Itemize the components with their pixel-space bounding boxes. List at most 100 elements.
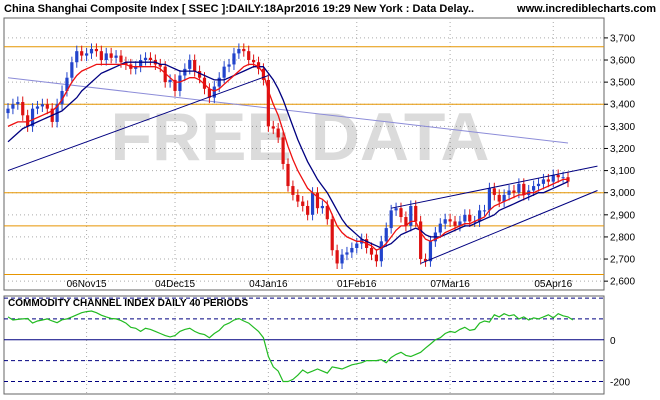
- candle-body-26: [134, 66, 138, 69]
- candle-body-97: [482, 210, 487, 212]
- cci-title: COMMODITY CHANNEL INDEX DAILY 40 PERIODS: [8, 298, 249, 309]
- candle-body-107: [532, 186, 536, 191]
- price-xtick-label-2: 04Jan16: [249, 279, 288, 290]
- candle-body-100: [497, 194, 501, 202]
- candle-body-98: [487, 188, 492, 211]
- candle-body-101: [502, 194, 506, 202]
- price-ytick-label-8: 2,900: [610, 210, 635, 221]
- candle-body-99: [492, 188, 496, 195]
- candle-body-84: [419, 221, 423, 260]
- price-ytick-label-7: 3,000: [610, 188, 635, 199]
- candle-body-7: [40, 104, 44, 107]
- candle-body-59: [296, 194, 300, 202]
- candle-body-78: [389, 210, 393, 229]
- price-xtick-label-5: 05Apr16: [534, 279, 572, 290]
- candle-body-43: [217, 77, 221, 87]
- trendline-0: [7, 75, 269, 172]
- candle-body-16: [84, 53, 89, 56]
- price-ytick-label-6: 3,100: [610, 166, 635, 177]
- candle-body-22: [114, 55, 118, 58]
- candle-body-83: [414, 205, 418, 222]
- candle-body-90: [448, 219, 452, 222]
- price-xtick-label-0: 06Nov15: [67, 279, 107, 290]
- cci-ytick-label-1: -200: [610, 377, 630, 388]
- ma-short-line: [7, 63, 568, 251]
- candle-body-24: [124, 62, 128, 65]
- candle-body-11: [60, 90, 64, 105]
- candle-body-80: [399, 208, 403, 218]
- candle-body-71: [355, 243, 359, 248]
- candle-body-6: [35, 106, 40, 109]
- candle-body-18: [94, 48, 99, 52]
- trendline-2: [391, 165, 598, 209]
- cci-plot-frame: [3, 295, 605, 395]
- candle-body-47: [237, 48, 241, 54]
- candle-body-86: [428, 241, 433, 262]
- candle-body-62: [310, 192, 315, 215]
- candle-body-29: [148, 57, 153, 61]
- cci-panel: COMMODITY CHANNEL INDEX DAILY 40 PERIODS…: [3, 295, 630, 395]
- candle-body-91: [453, 221, 457, 226]
- candle-body-36: [183, 68, 187, 76]
- price-xtick-label-4: 07Mar16: [430, 279, 470, 290]
- candle-body-81: [404, 217, 408, 226]
- candle-body-76: [379, 241, 383, 262]
- cci-ytick-label-0: 0: [610, 336, 616, 347]
- candle-body-85: [423, 259, 428, 262]
- candle-body-109: [541, 179, 546, 184]
- price-ytick-label-3: 3,400: [610, 100, 635, 111]
- candle-body-65: [325, 205, 329, 220]
- candle-body-93: [463, 214, 467, 222]
- candle-body-12: [65, 77, 69, 91]
- candle-body-32: [163, 66, 167, 83]
- candle-body-20: [104, 53, 108, 61]
- candle-body-69: [345, 252, 349, 255]
- price-ytick-label-0: 3,700: [610, 33, 635, 44]
- ma-medium-line: [7, 61, 569, 249]
- candle-body-56: [281, 137, 285, 164]
- price-ytick-label-2: 3,500: [610, 78, 635, 89]
- watermark-text: FREE DATA: [110, 99, 489, 175]
- candle-body-39: [197, 71, 202, 78]
- candle-body-8: [45, 104, 49, 109]
- candle-body-88: [438, 223, 442, 233]
- candle-body-27: [139, 60, 143, 67]
- candle-body-2: [16, 102, 20, 105]
- candle-body-111: [551, 175, 555, 182]
- candle-body-38: [193, 60, 197, 72]
- candle-body-82: [409, 205, 413, 226]
- cci-line: [7, 310, 574, 383]
- candle-body-51: [256, 62, 261, 69]
- candle-body-108: [536, 183, 541, 187]
- candle-body-92: [458, 221, 462, 226]
- candle-body-5: [30, 108, 35, 127]
- candle-body-102: [507, 190, 511, 195]
- candle-body-46: [232, 53, 236, 65]
- ma-long-line: [7, 77, 569, 144]
- candle-body-35: [178, 75, 182, 91]
- candle-body-61: [306, 205, 310, 215]
- candle-body-66: [330, 219, 334, 251]
- candle-body-40: [202, 77, 207, 89]
- site-link[interactable]: www.incrediblecharts.com: [516, 3, 656, 15]
- candle-body-13: [70, 62, 74, 78]
- candle-body-14: [75, 51, 79, 63]
- candle-body-15: [80, 51, 84, 56]
- candle-body-23: [119, 55, 123, 63]
- candle-body-31: [158, 64, 162, 67]
- candle-body-28: [143, 57, 148, 61]
- candle-body-70: [350, 247, 354, 253]
- candle-body-64: [320, 205, 324, 209]
- candle-body-34: [173, 79, 177, 91]
- candle-body-37: [188, 60, 192, 69]
- candle-body-60: [301, 201, 305, 206]
- price-ytick-label-10: 2,700: [610, 255, 635, 266]
- candle-body-41: [207, 88, 212, 98]
- chart-title: China Shanghai Composite Index [ SSEC ]:…: [4, 3, 474, 15]
- price-panel: FREE DATA 3,700 3,600 3,500 3,400 3,300 3,200 3…: [3, 17, 635, 291]
- candle-body-45: [227, 64, 231, 67]
- candle-body-112: [556, 175, 560, 178]
- candle-body-49: [247, 51, 251, 61]
- candle-body-57: [286, 163, 290, 187]
